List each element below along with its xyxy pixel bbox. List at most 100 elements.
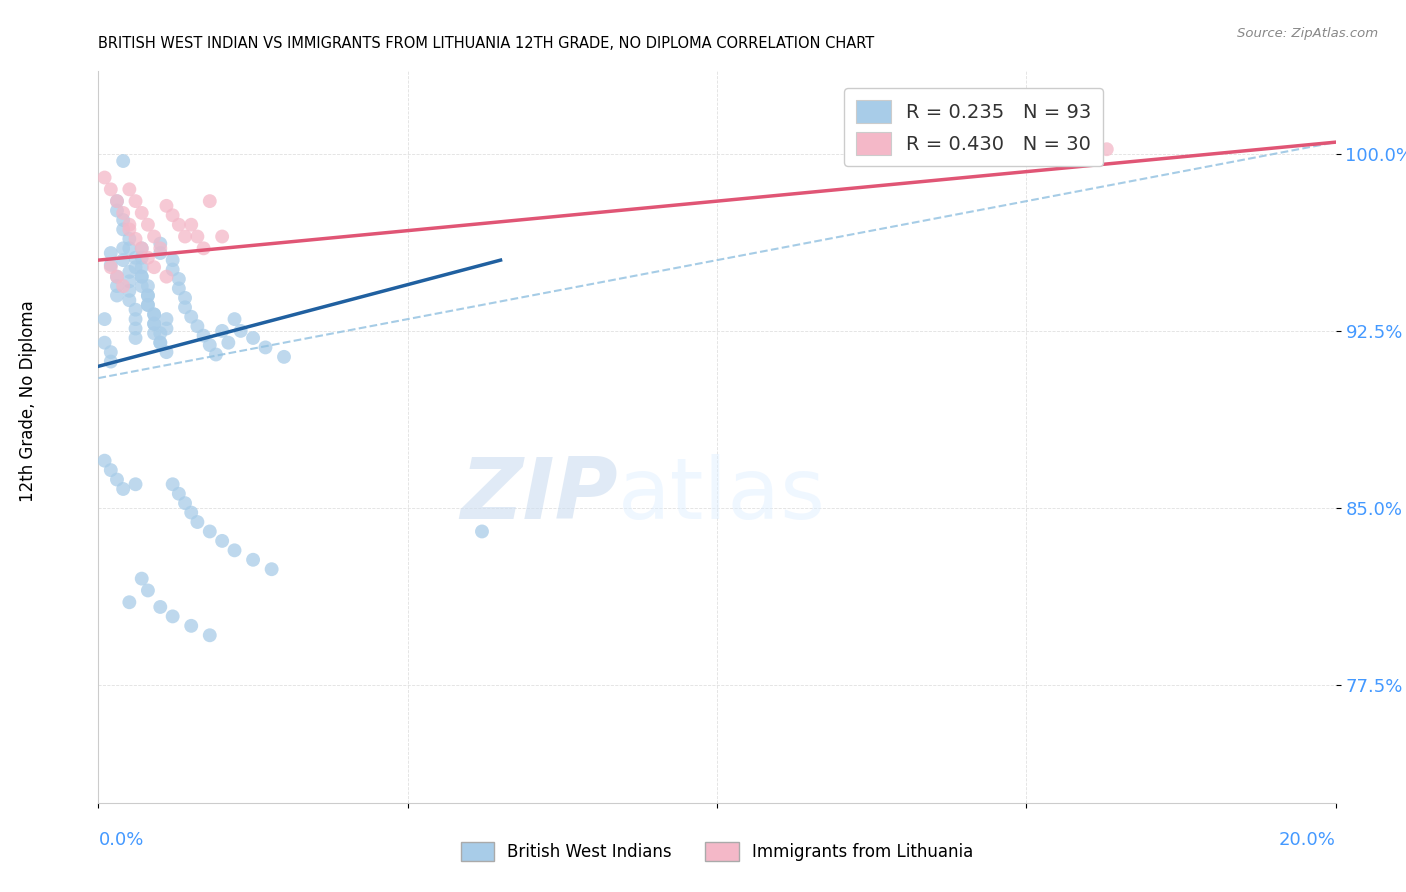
Point — [131, 241, 153, 255]
Point — [105, 203, 128, 218]
Point — [155, 312, 177, 326]
Point — [162, 253, 184, 268]
Point — [118, 293, 141, 308]
Point — [143, 326, 166, 341]
Point — [136, 298, 159, 312]
Text: 0.0%: 0.0% — [98, 831, 143, 849]
Text: BRITISH WEST INDIAN VS IMMIGRANTS FROM LITHUANIA 12TH GRADE, NO DIPLOMA CORRELAT: BRITISH WEST INDIAN VS IMMIGRANTS FROM L… — [98, 36, 875, 51]
Point — [112, 253, 135, 268]
Point — [143, 307, 166, 321]
Point — [180, 619, 202, 633]
Point — [131, 260, 153, 275]
Legend: British West Indians, Immigrants from Lithuania: British West Indians, Immigrants from Li… — [454, 835, 980, 868]
Point — [136, 583, 159, 598]
Point — [131, 279, 153, 293]
Point — [136, 298, 159, 312]
Point — [118, 595, 141, 609]
Point — [180, 506, 202, 520]
Point — [131, 269, 153, 284]
Point — [105, 269, 128, 284]
Point — [131, 251, 153, 265]
Point — [124, 331, 146, 345]
Point — [198, 194, 221, 208]
Point — [149, 335, 172, 350]
Point — [124, 312, 146, 326]
Point — [162, 262, 184, 277]
Point — [155, 321, 177, 335]
Point — [112, 206, 135, 220]
Point — [105, 473, 128, 487]
Point — [167, 218, 190, 232]
Point — [131, 269, 153, 284]
Point — [124, 232, 146, 246]
Point — [118, 265, 141, 279]
Text: 20.0%: 20.0% — [1279, 831, 1336, 849]
Point — [471, 524, 494, 539]
Point — [155, 199, 177, 213]
Point — [186, 229, 208, 244]
Point — [131, 572, 153, 586]
Point — [136, 251, 159, 265]
Point — [242, 553, 264, 567]
Point — [149, 335, 172, 350]
Point — [167, 281, 190, 295]
Point — [124, 260, 146, 275]
Point — [143, 307, 166, 321]
Point — [217, 335, 239, 350]
Point — [211, 533, 233, 548]
Point — [118, 232, 141, 246]
Point — [149, 326, 172, 341]
Point — [198, 628, 221, 642]
Point — [124, 321, 146, 335]
Point — [180, 218, 202, 232]
Text: Source: ZipAtlas.com: Source: ZipAtlas.com — [1237, 27, 1378, 40]
Point — [118, 241, 141, 255]
Point — [143, 317, 166, 331]
Point — [193, 241, 215, 255]
Point — [93, 170, 115, 185]
Point — [118, 274, 141, 288]
Point — [180, 310, 202, 324]
Point — [273, 350, 295, 364]
Point — [124, 477, 146, 491]
Point — [93, 453, 115, 467]
Point — [124, 194, 146, 208]
Point — [100, 258, 122, 272]
Point — [186, 319, 208, 334]
Point — [162, 208, 184, 222]
Point — [112, 213, 135, 227]
Point — [136, 279, 159, 293]
Point — [186, 515, 208, 529]
Point — [193, 328, 215, 343]
Point — [118, 284, 141, 298]
Point — [224, 312, 246, 326]
Point — [174, 291, 197, 305]
Point — [112, 222, 135, 236]
Point — [105, 288, 128, 302]
Point — [100, 354, 122, 368]
Point — [149, 246, 172, 260]
Point — [242, 331, 264, 345]
Point — [174, 496, 197, 510]
Point — [136, 218, 159, 232]
Point — [112, 279, 135, 293]
Point — [143, 229, 166, 244]
Point — [167, 272, 190, 286]
Point — [155, 345, 177, 359]
Point — [162, 477, 184, 491]
Point — [143, 317, 166, 331]
Point — [105, 279, 128, 293]
Point — [118, 222, 141, 236]
Point — [205, 347, 228, 361]
Point — [100, 246, 122, 260]
Point — [149, 236, 172, 251]
Point — [224, 543, 246, 558]
Point — [105, 194, 128, 208]
Point — [149, 599, 172, 614]
Point — [112, 482, 135, 496]
Point — [211, 324, 233, 338]
Point — [100, 182, 122, 196]
Point — [174, 301, 197, 315]
Point — [155, 269, 177, 284]
Point — [124, 302, 146, 317]
